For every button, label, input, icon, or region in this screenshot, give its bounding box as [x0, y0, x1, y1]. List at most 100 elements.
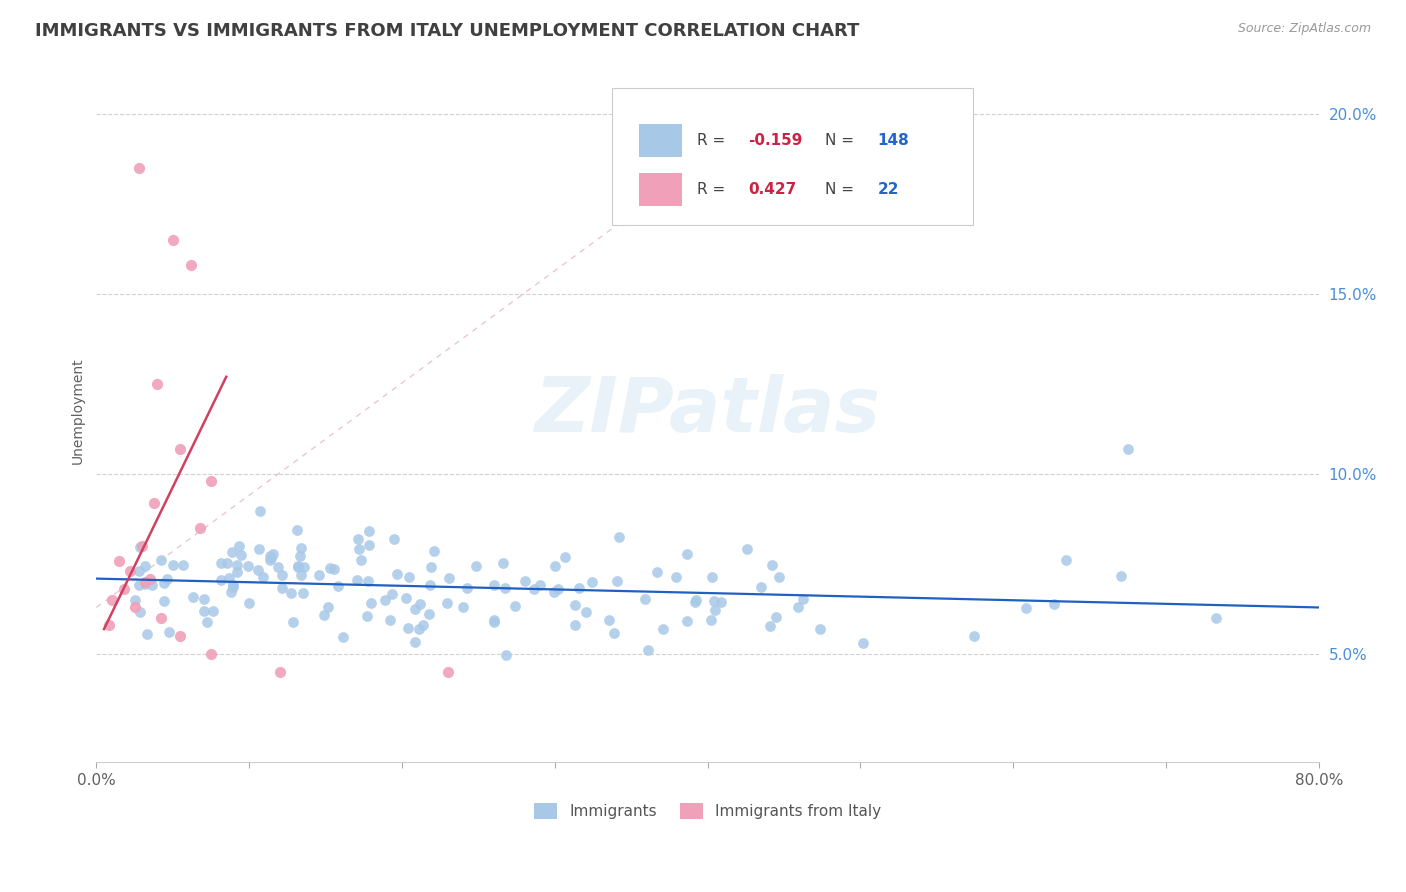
Point — [308, 568, 330, 582]
Point — [676, 547, 699, 561]
Point — [702, 570, 724, 584]
Point — [1042, 597, 1064, 611]
Point — [228, 539, 250, 553]
Point — [515, 574, 537, 588]
Point — [382, 532, 405, 546]
Point — [564, 599, 586, 613]
Point — [456, 582, 478, 596]
Point — [236, 559, 259, 574]
Point — [118, 565, 141, 579]
Point — [380, 613, 402, 627]
Legend: Immigrants, Immigrants from Italy: Immigrants, Immigrants from Italy — [529, 797, 887, 825]
Point — [683, 595, 706, 609]
Point — [249, 504, 271, 518]
Point — [332, 630, 354, 644]
Point — [280, 586, 302, 600]
Point — [529, 577, 551, 591]
Point — [215, 557, 238, 571]
Text: R =: R = — [696, 182, 730, 197]
Point — [270, 568, 292, 582]
Point — [319, 560, 342, 574]
Point — [262, 547, 284, 561]
Point — [316, 599, 339, 614]
Point — [269, 665, 291, 680]
Point — [153, 594, 176, 608]
Point — [543, 585, 565, 599]
Point — [1116, 442, 1139, 456]
Point — [581, 574, 603, 589]
FancyBboxPatch shape — [640, 124, 682, 157]
Point — [851, 636, 873, 650]
Point — [484, 613, 506, 627]
Point — [547, 582, 569, 596]
Point — [645, 566, 668, 580]
FancyBboxPatch shape — [612, 87, 973, 225]
Point — [564, 617, 586, 632]
Point — [603, 626, 626, 640]
Point — [652, 622, 675, 636]
Text: N =: N = — [825, 182, 859, 197]
Point — [323, 562, 346, 576]
Point — [238, 596, 260, 610]
Point — [200, 648, 222, 662]
Point — [100, 593, 122, 607]
Point — [350, 553, 373, 567]
Point — [290, 549, 312, 563]
Point — [395, 591, 418, 606]
Point — [195, 615, 218, 629]
Text: -0.159: -0.159 — [748, 133, 803, 148]
Point — [634, 592, 657, 607]
Point — [225, 566, 247, 580]
Point — [787, 599, 810, 614]
Point — [209, 573, 232, 587]
Point — [200, 475, 222, 489]
Point — [222, 580, 245, 594]
Text: Source: ZipAtlas.com: Source: ZipAtlas.com — [1237, 22, 1371, 36]
Point — [328, 579, 350, 593]
Point — [495, 648, 517, 662]
Point — [229, 548, 252, 562]
Point — [270, 581, 292, 595]
Point — [149, 553, 172, 567]
Point — [153, 575, 176, 590]
Point — [409, 597, 432, 611]
Point — [465, 559, 488, 574]
Point — [292, 585, 315, 599]
Point — [437, 571, 460, 585]
Point — [703, 594, 725, 608]
Point — [1015, 601, 1038, 615]
Point — [396, 621, 419, 635]
Point — [523, 582, 546, 596]
Text: 22: 22 — [877, 182, 898, 197]
Point — [436, 596, 458, 610]
Point — [492, 556, 515, 570]
Point — [290, 568, 312, 582]
Point — [169, 629, 191, 643]
Point — [568, 581, 591, 595]
Point — [193, 592, 215, 607]
Point — [419, 578, 441, 592]
Point — [157, 624, 180, 639]
Point — [225, 558, 247, 572]
Point — [765, 610, 787, 624]
Point — [544, 559, 567, 574]
Point — [675, 614, 697, 628]
Text: N =: N = — [825, 133, 859, 148]
FancyBboxPatch shape — [640, 173, 682, 206]
Point — [685, 593, 707, 607]
Point — [768, 570, 790, 584]
Point — [124, 600, 146, 615]
Point — [347, 533, 370, 547]
Point — [735, 542, 758, 557]
Point — [1109, 569, 1132, 583]
Point — [374, 593, 396, 607]
Point — [259, 553, 281, 567]
Point — [97, 618, 120, 632]
Point — [418, 607, 440, 621]
Point — [356, 608, 378, 623]
Point — [347, 541, 370, 556]
Point — [181, 590, 204, 604]
Point — [759, 618, 782, 632]
Text: 0.427: 0.427 — [748, 182, 796, 197]
Point — [222, 577, 245, 591]
